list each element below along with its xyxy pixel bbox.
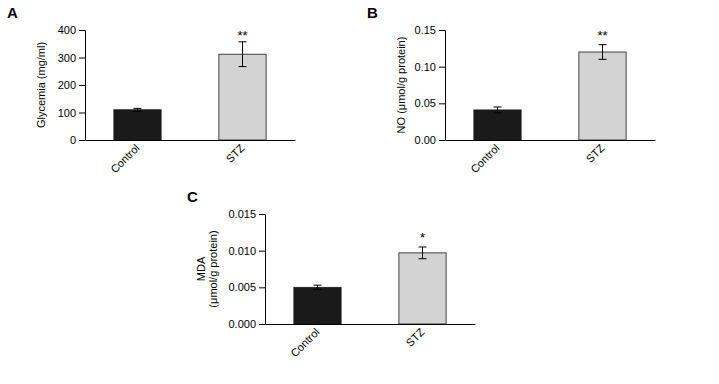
tick-mark (79, 30, 85, 31)
tick: 0.010 (228, 245, 265, 257)
error-bar (599, 45, 607, 60)
tick: Control (108, 140, 142, 175)
tick: Control (288, 324, 322, 359)
plot-area (474, 45, 626, 140)
tick-label: 0.005 (228, 281, 256, 293)
bar (399, 253, 446, 324)
tick-mark (79, 58, 85, 59)
panel: 0.000 0.005 0.010 0.015 Control STZ MDA(μmol/g… (187, 188, 476, 359)
tick: 0.05 (415, 97, 445, 109)
tick-label: 0.00 (415, 134, 436, 146)
tick-label: 0.000 (228, 318, 256, 330)
significance-marker: * (420, 230, 425, 245)
axis-line (79, 31, 86, 141)
y-axis-label: NO (μmol/g protein) (395, 37, 407, 134)
tick-label: 0 (70, 134, 76, 146)
tick-label: 300 (58, 52, 76, 64)
tick-label: STZ (403, 325, 426, 348)
axis-line (86, 140, 296, 141)
tick-label: 0.15 (415, 24, 436, 36)
tick: 100 (58, 107, 85, 119)
tick-label: 0.015 (228, 208, 256, 220)
tick-mark (259, 214, 265, 215)
tick: 0.015 (228, 208, 265, 220)
tick: 0.15 (415, 24, 445, 36)
bar (474, 110, 521, 140)
y-axis: 0 100 200 300 400 (58, 24, 86, 146)
panel-label: C (187, 188, 198, 205)
tick-label: 100 (58, 107, 76, 119)
tick-label: 0.05 (415, 97, 436, 109)
axis-line (439, 31, 446, 141)
tick-label: STZ (223, 141, 246, 164)
tick-mark (259, 251, 265, 252)
tick-mark (259, 324, 265, 325)
tick-label: 0.010 (228, 245, 256, 257)
tick: 0.000 (228, 318, 265, 330)
tick: 0.10 (415, 61, 445, 73)
tick-mark (439, 67, 445, 68)
y-axis: 0.00 0.05 0.10 0.15 (415, 24, 446, 146)
tick: STZ (583, 140, 606, 165)
tick-mark (79, 113, 85, 114)
figure: 0 100 200 300 400 Control STZ Glycemia (mg/ml) *… (0, 0, 719, 384)
panel: 0.00 0.05 0.10 0.15 Control STZ NO (μmol/g pro… (367, 4, 656, 175)
y-axis-label: Glycemia (mg/ml) (35, 42, 47, 128)
tick: 0.00 (415, 134, 445, 146)
bar (294, 287, 341, 324)
x-axis: Control STZ (446, 140, 656, 175)
tick-label: Control (468, 142, 502, 176)
tick-label: 200 (58, 79, 76, 91)
plot-area (114, 42, 266, 140)
tick-mark (79, 85, 85, 86)
axis-line (259, 215, 266, 325)
x-axis: Control STZ (86, 140, 296, 175)
tick: STZ (223, 140, 246, 165)
tick-mark (259, 287, 265, 288)
tick: 300 (58, 52, 85, 64)
tick: 0 (70, 134, 85, 146)
tick: 0.005 (228, 281, 265, 293)
tick-label: STZ (583, 141, 606, 164)
error-bar (419, 247, 427, 259)
tick-mark (439, 103, 445, 104)
error-bar (239, 42, 247, 67)
significance-marker: ** (597, 28, 607, 43)
axis-line (266, 324, 476, 325)
panel-label: A (7, 4, 18, 21)
tick-label: 0.10 (415, 61, 436, 73)
y-axis-label: MDA(μmol/g protein) (195, 230, 219, 307)
y-axis: 0.000 0.005 0.010 0.015 (228, 208, 265, 330)
panel: 0 100 200 300 400 Control STZ Glycemia (mg/ml) *… (7, 4, 296, 175)
error-bar (314, 285, 322, 289)
axis-line (446, 140, 656, 141)
error-bar (134, 108, 142, 111)
plot-area (294, 247, 446, 324)
tick-label: 400 (58, 24, 76, 36)
tick: 200 (58, 79, 85, 91)
tick: 400 (58, 24, 85, 36)
bar (114, 110, 161, 140)
x-axis: Control STZ (266, 324, 476, 359)
tick-label: Control (288, 326, 322, 360)
panel-label: B (367, 4, 378, 21)
tick-mark (79, 140, 85, 141)
bar (579, 52, 626, 140)
tick-label: Control (108, 142, 142, 176)
significance-marker: ** (237, 28, 247, 43)
tick-mark (439, 30, 445, 31)
tick-mark (439, 140, 445, 141)
error-bar (494, 107, 502, 113)
tick: Control (468, 140, 502, 175)
tick: STZ (403, 324, 426, 349)
